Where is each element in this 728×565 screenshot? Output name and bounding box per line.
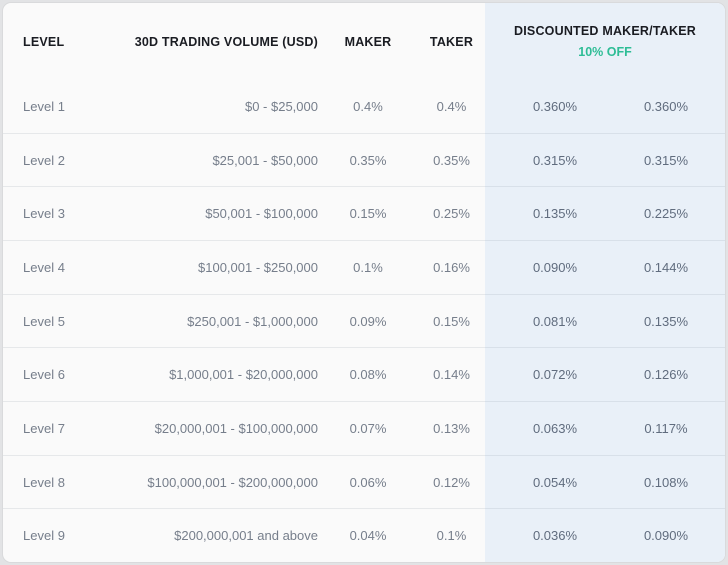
table-row: Level 2 $25,001 - $50,000 0.35% 0.35% 0.… (3, 132, 725, 187)
level-cell: Level 2 (23, 152, 65, 168)
volume-cell: $200,000,001 and above (174, 528, 318, 544)
disc-maker-fee-cell: 0.360% (532, 98, 578, 114)
table-row: Level 9 $200,000,001 and above 0.04% 0.1… (3, 508, 725, 562)
taker-fee-cell: 0.16% (433, 259, 470, 275)
disc-taker-fee-cell: 0.225% (643, 206, 689, 222)
disc-taker-fee-cell: 0.117% (644, 420, 688, 436)
taker-fee-cell: 0.1% (436, 528, 467, 544)
level-cell: Level 6 (23, 367, 65, 383)
column-header-volume: 30D TRADING VOLUME (USD) (134, 34, 318, 49)
fee-schedule-table: LEVEL 30D TRADING VOLUME (USD) MAKER TAK… (3, 3, 725, 562)
maker-fee-cell: 0.1% (353, 259, 383, 275)
column-header-discounted: DISCOUNTED MAKER/TAKER (514, 24, 696, 38)
taker-fee-cell: 0.14% (433, 367, 470, 383)
table-row: Level 8 $100,000,001 - $200,000,000 0.06… (3, 454, 725, 509)
table-row: Level 3 $50,001 - $100,000 0.15% 0.25% 0… (3, 186, 725, 240)
level-cell: Level 3 (23, 206, 65, 222)
level-cell: Level 7 (23, 420, 65, 436)
column-header-level: LEVEL (23, 34, 65, 49)
maker-fee-cell: 0.04% (349, 528, 387, 544)
disc-maker-fee-cell: 0.081% (532, 313, 578, 329)
volume-cell: $250,001 - $1,000,000 (187, 313, 318, 329)
maker-fee-cell: 0.4% (353, 98, 383, 114)
disc-maker-fee-cell: 0.315% (532, 152, 578, 168)
disc-maker-fee-cell: 0.036% (532, 528, 578, 544)
taker-fee-cell: 0.4% (436, 98, 467, 114)
level-cell: Level 4 (23, 259, 65, 275)
disc-maker-fee-cell: 0.090% (532, 259, 578, 275)
disc-maker-fee-cell: 0.072% (532, 367, 578, 383)
maker-fee-cell: 0.07% (349, 420, 387, 436)
level-cell: Level 1 (23, 98, 65, 114)
disc-taker-fee-cell: 0.108% (643, 474, 689, 490)
column-header-maker: MAKER (344, 34, 392, 49)
level-cell: Level 5 (23, 313, 65, 329)
table-row: Level 4 $100,001 - $250,000 0.1% 0.16% 0… (3, 240, 725, 294)
disc-taker-fee-cell: 0.144% (643, 259, 689, 275)
disc-taker-fee-cell: 0.360% (643, 98, 689, 114)
maker-fee-cell: 0.35% (349, 152, 387, 168)
discount-badge: 10% OFF (578, 45, 632, 59)
volume-cell: $20,000,001 - $100,000,000 (154, 420, 318, 436)
table-row: Level 5 $250,001 - $1,000,000 0.09% 0.15… (3, 293, 725, 348)
volume-cell: $0 - $25,000 (244, 98, 318, 114)
column-header-taker: TAKER (429, 34, 474, 49)
disc-taker-fee-cell: 0.090% (643, 528, 689, 544)
maker-fee-cell: 0.09% (349, 313, 387, 329)
maker-fee-cell: 0.06% (349, 474, 387, 490)
taker-fee-cell: 0.35% (433, 152, 470, 168)
table-row: Level 1 $0 - $25,000 0.4% 0.4% 0.360% 0.… (3, 80, 725, 133)
level-cell: Level 8 (23, 474, 65, 490)
disc-taker-fee-cell: 0.135% (643, 313, 689, 329)
disc-maker-fee-cell: 0.135% (532, 206, 578, 222)
disc-maker-fee-cell: 0.063% (532, 420, 578, 436)
table-row: Level 6 $1,000,001 - $20,000,000 0.08% 0… (3, 347, 725, 401)
volume-cell: $25,001 - $50,000 (212, 152, 318, 168)
table-header-row: LEVEL 30D TRADING VOLUME (USD) MAKER TAK… (3, 3, 725, 80)
disc-taker-fee-cell: 0.126% (643, 367, 689, 383)
column-header-discounted-group: DISCOUNTED MAKER/TAKER 10% OFF (485, 3, 725, 59)
maker-fee-cell: 0.15% (349, 206, 387, 222)
taker-fee-cell: 0.12% (433, 474, 470, 490)
volume-cell: $100,000,001 - $200,000,000 (147, 474, 318, 490)
table-row: Level 7 $20,000,001 - $100,000,000 0.07%… (3, 401, 725, 455)
level-cell: Level 9 (23, 528, 65, 544)
volume-cell: $100,001 - $250,000 (198, 259, 318, 275)
maker-fee-cell: 0.08% (349, 367, 387, 383)
volume-cell: $1,000,001 - $20,000,000 (169, 367, 318, 383)
disc-maker-fee-cell: 0.054% (532, 474, 578, 490)
volume-cell: $50,001 - $100,000 (205, 206, 318, 222)
taker-fee-cell: 0.13% (433, 420, 470, 436)
taker-fee-cell: 0.15% (433, 313, 470, 329)
taker-fee-cell: 0.25% (433, 206, 470, 222)
disc-taker-fee-cell: 0.315% (643, 152, 689, 168)
